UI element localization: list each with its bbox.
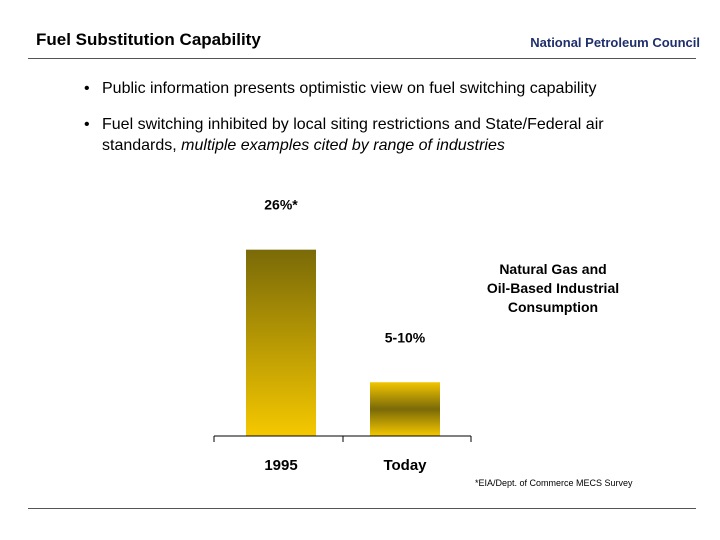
x-tick-label: 1995	[264, 457, 297, 474]
bullet-item-1: • Public information presents optimistic…	[84, 78, 674, 99]
bullet-text: Public information presents optimistic v…	[102, 80, 597, 97]
organization-name: National Petroleum Council	[530, 35, 700, 50]
footer-divider	[28, 508, 696, 509]
bullet-text-italic: multiple examples cited by range of indu…	[181, 137, 505, 154]
bullet-dot: •	[84, 116, 90, 133]
bullet-item-2: • Fuel switching inhibited by local siti…	[84, 114, 674, 156]
bar-1995	[246, 249, 316, 436]
chart-annotation-line: Oil-Based Industrial	[487, 280, 619, 296]
bar-today	[370, 382, 440, 436]
chart-plot-area: 26%* 1995 5-10% Today Natural Gas and Oil-Bas…	[213, 197, 619, 474]
data-label: 5-10%	[385, 329, 426, 345]
header-divider	[28, 58, 696, 59]
bullet-text: Fuel switching inhibited by local siting…	[102, 116, 604, 154]
x-tick-label: Today	[383, 457, 427, 474]
data-label: 26%*	[264, 197, 298, 213]
chart-annotation-line: Consumption	[508, 299, 598, 315]
chart-annotation-line: Natural Gas and	[499, 261, 606, 277]
bullet-list: • Public information presents optimistic…	[84, 78, 674, 171]
bullet-dot: •	[84, 80, 90, 97]
slide-title: Fuel Substitution Capability	[36, 30, 261, 49]
footnote: *EIA/Dept. of Commerce MECS Survey	[475, 478, 633, 488]
